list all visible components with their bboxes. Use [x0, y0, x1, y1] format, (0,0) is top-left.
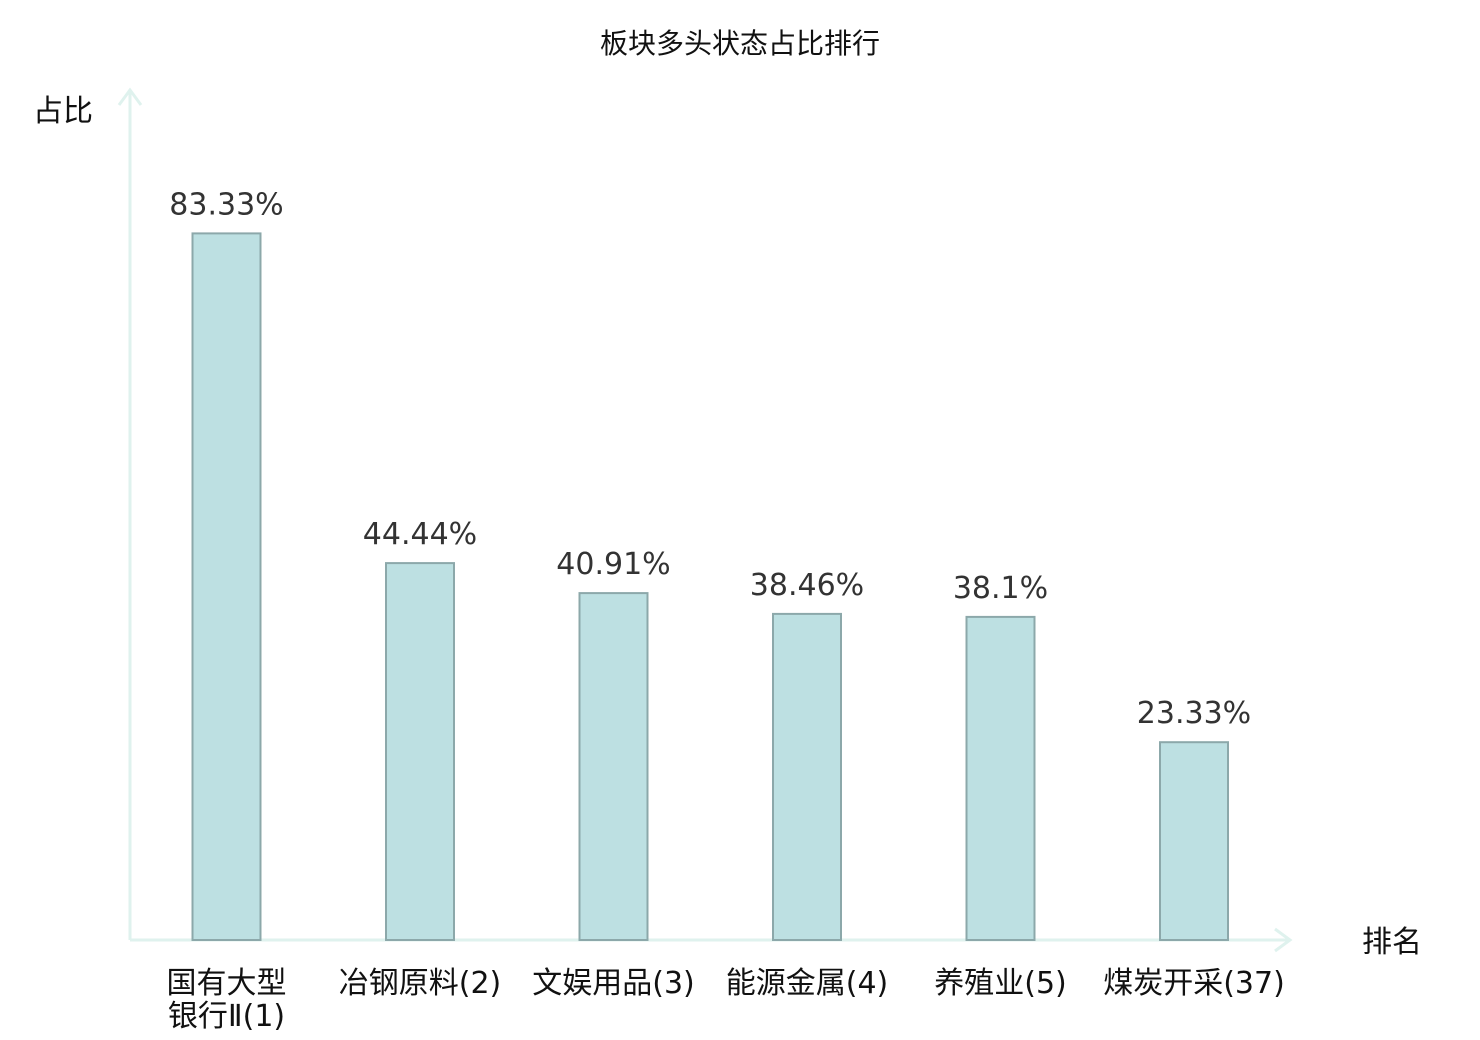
value-label: 83.33% [169, 187, 283, 222]
chart-title: 板块多头状态占比排行 [600, 27, 880, 60]
value-label: 38.46% [750, 568, 864, 603]
bar [385, 562, 455, 941]
value-labels-group: 83.33% 44.44% 40.91% 38.46% 38.1% 23.33% [169, 187, 1251, 731]
category-label: 国有大型 [167, 966, 287, 1001]
category-label: 养殖业(5) [934, 966, 1067, 1001]
category-label: 冶钢原料(2) [339, 966, 502, 1001]
bar [1159, 741, 1229, 942]
value-label: 40.91% [556, 547, 670, 582]
y-axis-arrow [117, 87, 143, 106]
category-label: 能源金属(4) [726, 966, 889, 1001]
bar [965, 615, 1036, 942]
bar [191, 232, 262, 941]
category-label: 煤炭开采(37) [1103, 966, 1285, 1001]
category-label: 文娱用品(3) [532, 966, 695, 1001]
bar [772, 612, 842, 942]
axes [117, 87, 1293, 953]
x-axis-label: 排名 [1362, 925, 1422, 960]
y-axis-label: 占比 [33, 94, 93, 129]
category-label: 银行Ⅱ(1) [168, 999, 285, 1034]
x-axis-arrow [1274, 927, 1293, 953]
value-label: 23.33% [1137, 696, 1251, 731]
bar [578, 592, 649, 941]
value-label: 38.1% [953, 571, 1048, 606]
bars-group [191, 232, 1229, 942]
value-label: 44.44% [363, 517, 477, 552]
